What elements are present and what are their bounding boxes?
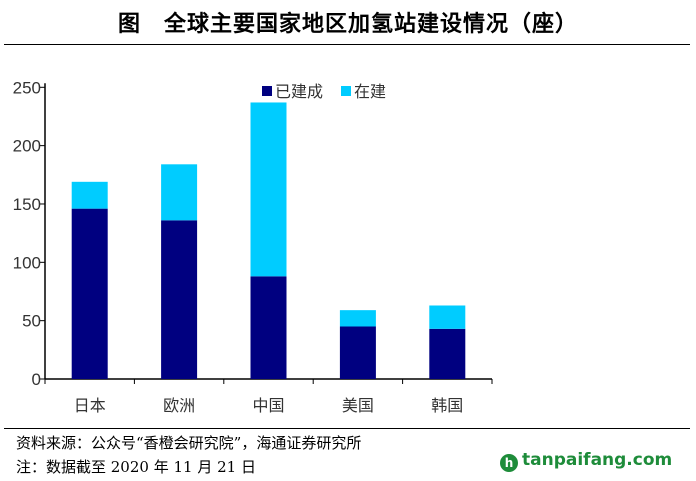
bar-under-construction: [71, 181, 108, 209]
bar-under-construction: [250, 102, 287, 277]
bar-built: [161, 220, 198, 379]
bar-under-construction: [161, 164, 198, 221]
bar-under-construction: [429, 305, 466, 329]
watermark-logo-icon: h: [500, 454, 518, 472]
x-tick-label: 美国: [342, 396, 374, 415]
figure-title: 图 全球主要国家地区加氢站建设情况（座）: [117, 11, 578, 37]
legend-label: 已建成: [275, 82, 323, 101]
y-tick-label: 250: [13, 78, 41, 97]
y-tick-label: 100: [13, 253, 41, 272]
bar-built: [250, 276, 287, 379]
x-tick-label: 中国: [252, 396, 284, 415]
y-tick-label: 0: [32, 370, 41, 389]
bar-under-construction: [339, 310, 376, 327]
watermark-text: tanpaifang.com: [522, 450, 673, 470]
legend-swatch: [262, 86, 272, 96]
bar-built: [71, 208, 108, 379]
bar-built: [339, 326, 376, 379]
y-tick-label: 150: [13, 195, 41, 214]
legend-swatch: [341, 86, 351, 96]
title-rule: [4, 44, 690, 45]
legend-label: 在建: [354, 82, 386, 101]
bar-built: [429, 328, 466, 379]
y-tick-label: 200: [13, 137, 41, 156]
watermark: h tanpaifang.com: [500, 450, 672, 472]
y-tick-label: 50: [22, 312, 41, 331]
x-tick-label: 韩国: [431, 396, 463, 415]
footer-rule: [4, 428, 690, 429]
note-text: 注：数据截至 2020 年 11 月 21 日: [16, 458, 256, 476]
bar-chart: 0 50 100 150 200 250 日本 欧洲 中国 美国 韩国 已建成 在建: [13, 78, 493, 415]
x-tick-label: 欧洲: [163, 396, 195, 415]
x-tick-label: 日本: [74, 396, 106, 415]
source-text: 资料来源：公众号“香橙会研究院”，海通证券研究所: [16, 434, 362, 452]
